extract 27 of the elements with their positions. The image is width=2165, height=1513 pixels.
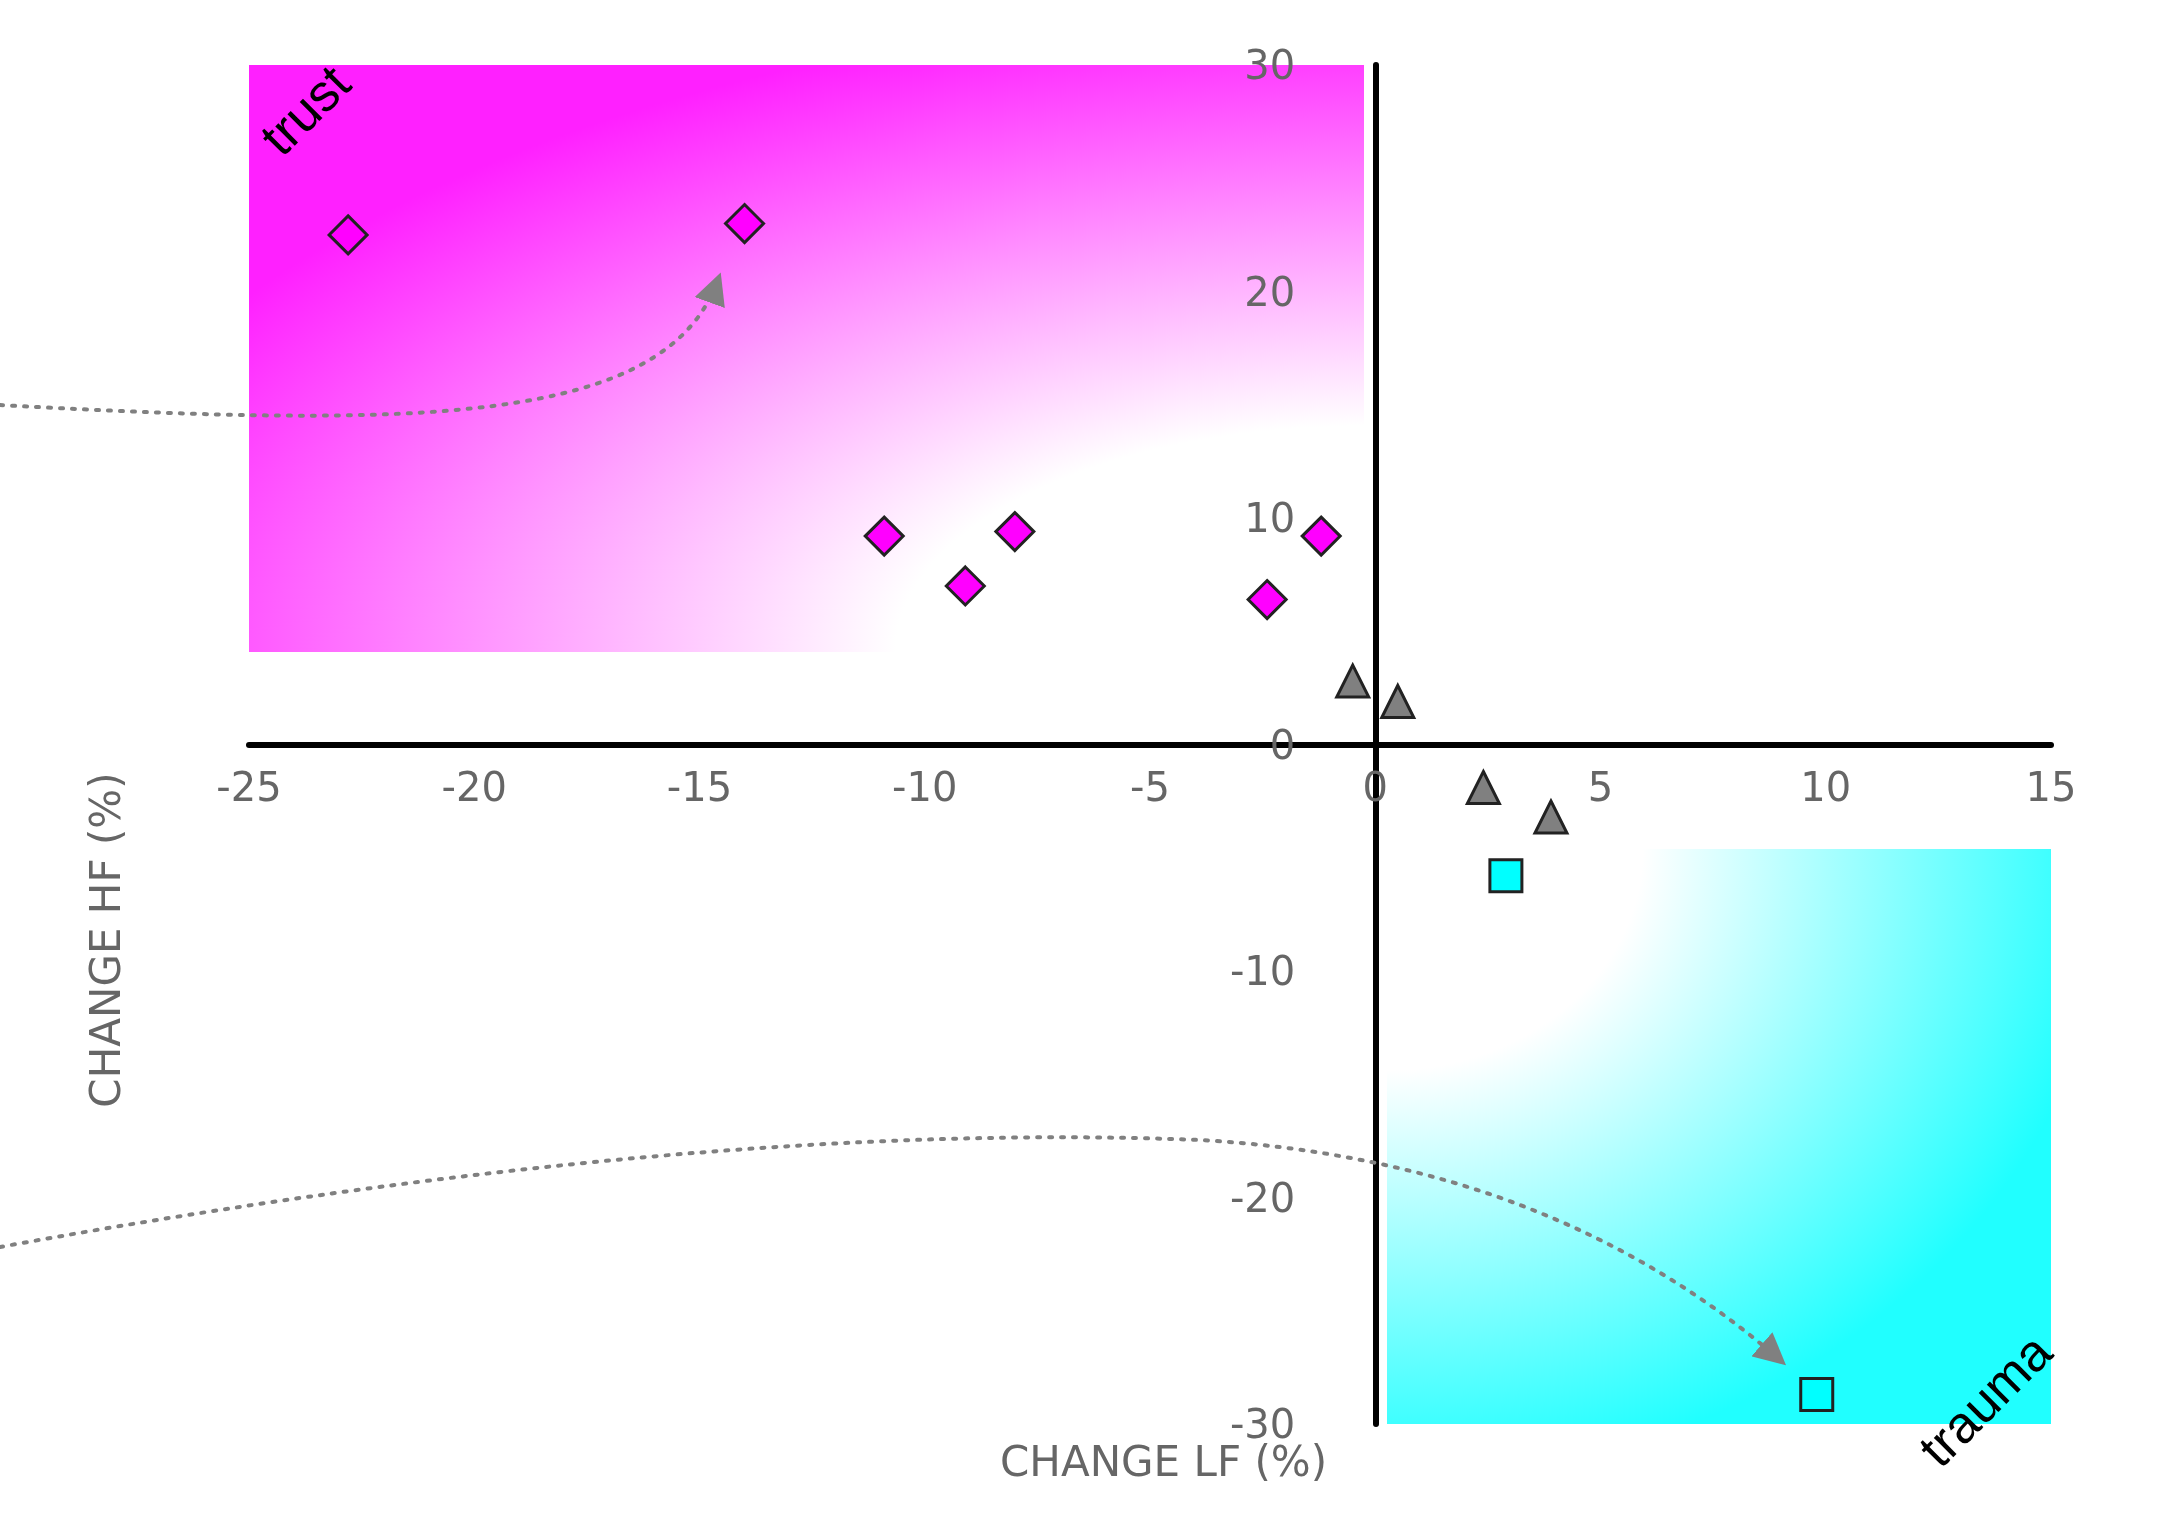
y-tick-label: -20 [1229,1174,1296,1221]
point [1533,799,1569,835]
point [863,515,905,557]
x-tick-label: 10 [1800,763,1852,810]
x-tick-label: -15 [666,763,733,810]
x-tick-label: 5 [1587,763,1614,810]
point [327,214,369,256]
point [1246,579,1288,621]
x-tick-label: -10 [892,763,958,810]
point [1335,663,1371,699]
y-tick-label: 10 [1244,495,1296,541]
point [1799,1377,1835,1413]
y-tick-label: -10 [1229,948,1296,994]
point [1300,515,1342,557]
x-tick-label: -5 [1130,763,1170,810]
point [1380,683,1416,719]
point [724,203,766,245]
point [1488,858,1524,894]
x-tick-label: -20 [441,763,507,810]
point [1465,770,1501,806]
annotation: trust [248,53,362,167]
x-tick-label: -25 [216,763,282,810]
point [944,565,986,607]
point [994,511,1036,553]
y-tick-label: 20 [1244,268,1296,315]
x-tick-label: 15 [2025,763,2077,810]
y-axis-title: CHANGE HF (%) [80,772,130,1108]
